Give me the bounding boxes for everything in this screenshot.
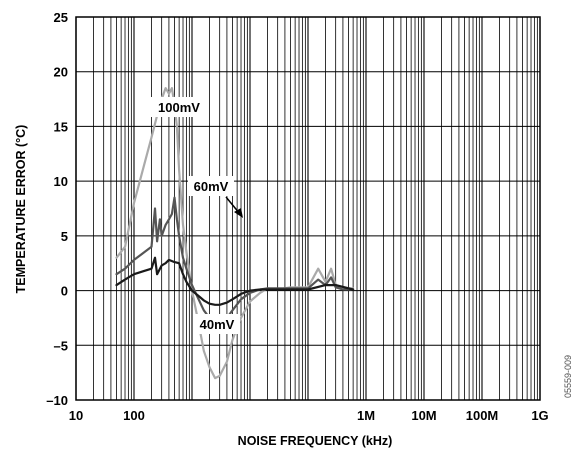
y-axis-title: TEMPERATURE ERROR (°C) [14,125,28,294]
label-100mv-text: 100mV [158,100,200,115]
y-tick-label: 5 [61,229,68,244]
grid [75,16,540,401]
y-tick-label: 10 [54,174,68,189]
y-tick-label: 0 [61,284,68,299]
figure-id: 05559-009 [563,355,573,398]
label-60mv-text: 60mV [194,179,229,194]
series-line-60mv [115,196,355,325]
x-tick-label: 10M [411,408,436,423]
x-tick-label: 1G [531,408,548,423]
x-tick-label: 1M [357,408,375,423]
y-tick-labels: –10 –5 0 5 10 15 20 25 [46,10,68,408]
label-60mv-arrowhead [234,208,243,218]
x-axis-title: NOISE FREQUENCY (kHz) [238,434,393,448]
label-40mv: 40mV [194,314,240,334]
series-line-40mv [115,256,355,306]
y-tick-label: 25 [54,10,68,25]
x-tick-label: 100 [123,408,145,423]
plot-frame [75,16,541,401]
y-tick-label: 20 [54,65,68,80]
y-tick-label: 15 [54,119,68,134]
label-40mv-text: 40mV [200,317,235,332]
x-tick-label: 100M [466,408,499,423]
x-tick-label: 10 [69,408,83,423]
series-lines [115,86,355,380]
label-60mv: 60mV [188,176,234,196]
x-tick-labels: 10 100 1M 10M 100M 1G [69,408,549,423]
y-tick-label: –10 [46,393,68,408]
label-100mv: 100mV [150,97,208,117]
y-tick-label: –5 [54,338,68,353]
